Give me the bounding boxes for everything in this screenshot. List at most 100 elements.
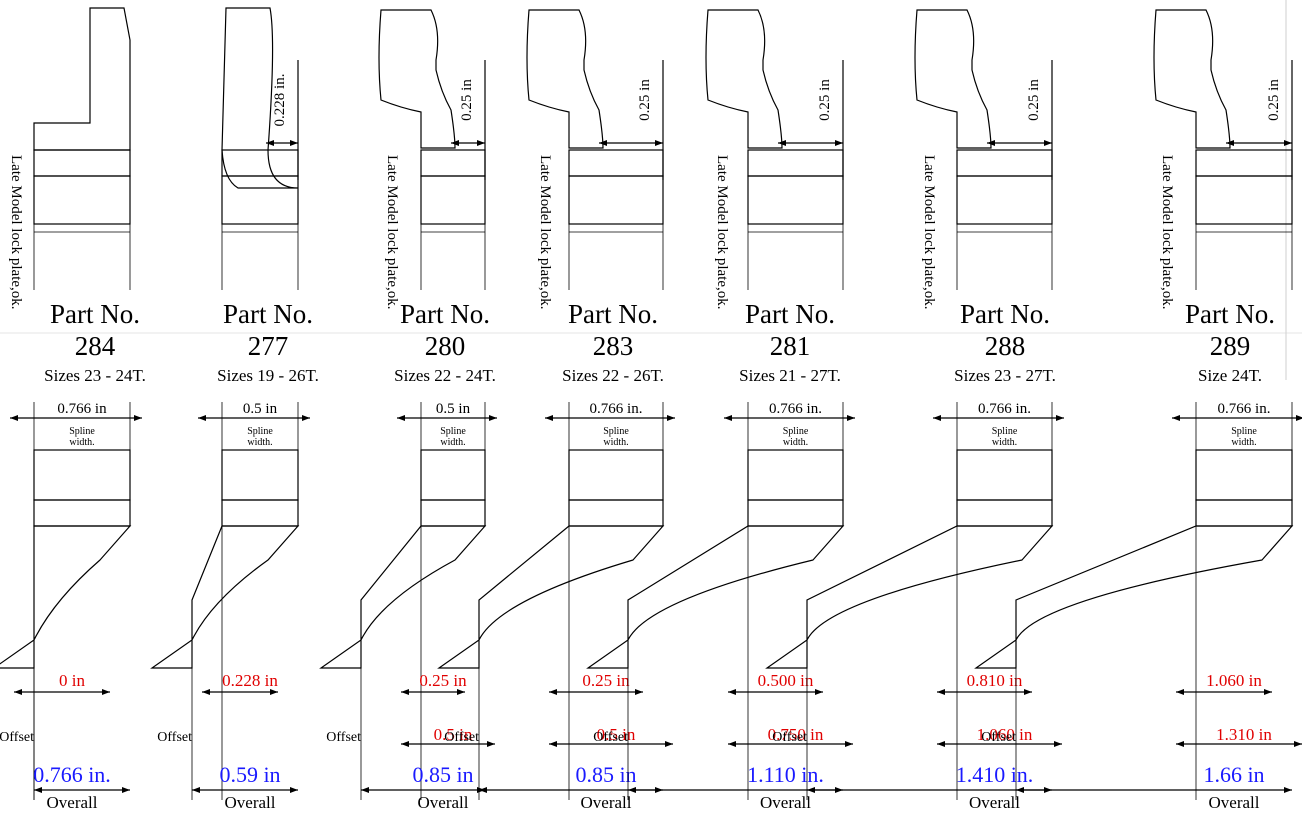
top-profile: 0.25 in Late Model lock plate,ok. <box>914 9 1053 310</box>
overall-word: Overall <box>760 793 811 812</box>
part-number: 280 <box>425 331 466 361</box>
spline-width-label: 0.766 in. <box>590 401 643 417</box>
offset2-value: 0.5 in <box>434 725 473 744</box>
overall-word: Overall <box>969 793 1020 812</box>
spline-width-arrow <box>545 415 675 421</box>
top-dim-label: 0.25 in <box>1026 79 1042 121</box>
overall-word: Overall <box>581 793 632 812</box>
top-dim-label: 0.25 in <box>459 79 475 121</box>
top-offset-arrow <box>451 140 485 146</box>
spline-width-label: 0.766 in <box>57 401 107 417</box>
part-word: Part No. <box>568 299 658 329</box>
offset-value: 0.25 in <box>419 671 467 690</box>
overall-value: 0.85 in <box>412 762 473 787</box>
offset2-arrow <box>549 741 673 747</box>
part-word: Part No. <box>745 299 835 329</box>
overall-value: 1.66 in <box>1203 762 1264 787</box>
overall-arrow <box>192 787 298 793</box>
spline-band <box>221 149 299 177</box>
hub-block <box>420 175 486 225</box>
spline-caption: width. <box>992 437 1017 448</box>
part-sizes: Sizes 21 - 27T. <box>739 366 841 385</box>
part-289: 0.25 in Late Model lock plate,ok. Part No.… <box>974 9 1302 812</box>
offset-arrow <box>1176 689 1272 695</box>
top-profile: 0.25 in Late Model lock plate,ok. <box>705 9 844 310</box>
spline-width-arrow <box>10 415 142 421</box>
offset2-value: 0.5 in <box>597 725 636 744</box>
top-dim-label: 0.25 in <box>1266 79 1282 121</box>
part-word: Part No. <box>1185 299 1275 329</box>
spline-caption: width. <box>69 437 94 448</box>
spline-band <box>33 149 131 177</box>
spline-width-label: 0.766 in. <box>978 401 1031 417</box>
hub-block <box>956 175 1053 225</box>
offset-value: 0.25 in <box>582 671 630 690</box>
part-sizes: Size 24T. <box>1198 366 1262 385</box>
overall-value: 0.85 in <box>575 762 636 787</box>
top-offset-arrow <box>987 140 1052 146</box>
spline-width-label: 0.5 in <box>436 401 471 417</box>
offset-word: Offset <box>981 730 1016 745</box>
spline-width-label: 0.5 in <box>243 401 278 417</box>
offset2-value: 0.750 in <box>768 725 824 744</box>
part-281: 0.25 in Late Model lock plate,ok. Part No.… <box>586 9 855 812</box>
side-note: Late Model lock plate,ok. <box>921 155 937 310</box>
part-280: 0.25 in Late Model lock plate,ok.Part No.… <box>319 9 497 812</box>
part-word: Part No. <box>960 299 1050 329</box>
part-number: 283 <box>593 331 634 361</box>
bottom-profile: 0.766 in. Spline width. 0.500 in Offset 0.750… <box>586 401 855 812</box>
overall-arrow <box>34 787 130 793</box>
hub-block <box>568 175 664 225</box>
top-dim-label: 0.25 in <box>817 79 833 121</box>
part-word: Part No. <box>400 299 490 329</box>
spline-band <box>420 149 486 177</box>
side-note: Late Model lock plate,ok. <box>384 155 400 310</box>
hub-block <box>221 175 299 225</box>
part-sizes: Sizes 23 - 24T. <box>44 366 146 385</box>
hub-block <box>33 175 131 225</box>
spline-caption: Spline <box>783 426 809 437</box>
spline-band <box>1195 149 1293 177</box>
spline-band <box>747 149 844 177</box>
spline-width-arrow <box>397 415 497 421</box>
spline-caption: width. <box>603 437 628 448</box>
part-number: 281 <box>770 331 811 361</box>
part-288: 0.25 in Late Model lock plate,ok. Part No.… <box>765 9 1064 812</box>
top-offset-arrow <box>1226 140 1292 146</box>
offset2-value: 1.060 in <box>977 725 1033 744</box>
overall-arrow <box>1016 787 1292 793</box>
offset-word: Offset <box>593 730 628 745</box>
part-sizes: Sizes 22 - 24T. <box>394 366 496 385</box>
top-dim-label: 0.25 in <box>637 79 653 121</box>
spline-caption: Spline <box>69 426 95 437</box>
top-offset-arrow <box>266 140 298 146</box>
part-word: Part No. <box>223 299 313 329</box>
hub-block <box>747 175 844 225</box>
part-number: 277 <box>248 331 289 361</box>
spline-width-arrow <box>1172 415 1302 421</box>
top-dim-label: 0.228 in. <box>272 74 288 127</box>
offset-value: 0.500 in <box>758 671 814 690</box>
offset-word: Offset <box>0 730 34 745</box>
spline-caption: Spline <box>992 426 1018 437</box>
offset2-arrow <box>937 741 1062 747</box>
offset-arrow <box>549 689 643 695</box>
top-profile: 0.25 in Late Model lock plate,ok. <box>378 9 486 310</box>
part-word: Part No. <box>50 299 140 329</box>
top-offset-arrow <box>599 140 663 146</box>
part-sizes: Sizes 19 - 26T. <box>217 366 319 385</box>
spline-band <box>956 149 1053 177</box>
offset-value: 0.810 in <box>967 671 1023 690</box>
part-number: 284 <box>75 331 116 361</box>
spline-width-arrow <box>933 415 1064 421</box>
offset-value: 0.228 in <box>222 671 278 690</box>
spline-width-label: 0.766 in. <box>769 401 822 417</box>
offset-arrow <box>401 689 465 695</box>
side-note: Late Model lock plate,ok. <box>714 155 730 310</box>
offset-word: Offset <box>326 730 361 745</box>
spline-caption: width. <box>440 437 465 448</box>
